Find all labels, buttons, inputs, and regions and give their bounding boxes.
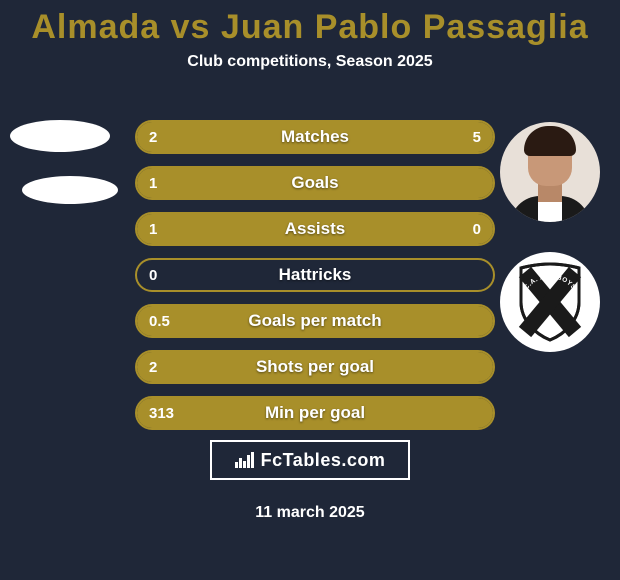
avatar-silhouette xyxy=(500,122,600,222)
stat-label: Matches xyxy=(135,127,495,147)
stat-value-right: 5 xyxy=(473,129,481,146)
brand-text: FcTables.com xyxy=(261,450,386,471)
bars-icon xyxy=(235,452,257,468)
stat-row: 1Assists0 xyxy=(135,212,495,246)
comparison-card: Almada vs Juan Pablo Passaglia Club comp… xyxy=(0,0,620,580)
stat-row: 2Shots per goal xyxy=(135,350,495,384)
stat-row: 313Min per goal xyxy=(135,396,495,430)
stat-label: Goals xyxy=(135,173,495,193)
stat-row: 1Goals xyxy=(135,166,495,200)
stat-value-right: 0 xyxy=(473,221,481,238)
stat-label: Assists xyxy=(135,219,495,239)
footer-date: 11 march 2025 xyxy=(0,504,620,522)
player2-club-crest: C.A. ALL BOYS xyxy=(500,252,600,352)
player1-club-placeholder xyxy=(22,176,118,204)
stat-label: Min per goal xyxy=(135,403,495,423)
stat-row: 0Hattricks xyxy=(135,258,495,292)
brand-badge: FcTables.com xyxy=(210,440,410,480)
stat-label: Shots per goal xyxy=(135,357,495,377)
subtitle: Club competitions, Season 2025 xyxy=(0,53,620,71)
stats-list: 2Matches51Goals1Assists00Hattricks0.5Goa… xyxy=(135,120,495,442)
player2-avatar xyxy=(500,122,600,222)
stat-label: Goals per match xyxy=(135,311,495,331)
stat-row: 0.5Goals per match xyxy=(135,304,495,338)
shield-icon: C.A. ALL BOYS xyxy=(515,262,585,342)
stat-label: Hattricks xyxy=(135,265,495,285)
player1-avatar-placeholder xyxy=(10,120,110,152)
stat-row: 2Matches5 xyxy=(135,120,495,154)
page-title: Almada vs Juan Pablo Passaglia xyxy=(0,0,620,53)
